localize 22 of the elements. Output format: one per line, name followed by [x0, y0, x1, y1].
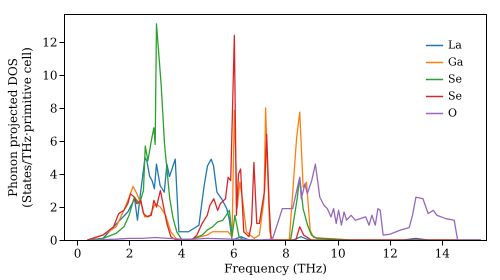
legend-label: La: [448, 38, 462, 52]
x-tick-label: 8: [282, 246, 290, 260]
x-tick-label: 0: [74, 246, 82, 260]
legend-label: Ga: [448, 56, 464, 68]
x-tick-label: 12: [382, 246, 398, 260]
x-tick-label: 2: [126, 246, 134, 260]
y-tick-label: 8: [50, 102, 58, 116]
y-tick-label: 10: [42, 68, 58, 83]
x-tick-label: 14: [434, 246, 450, 260]
y-tick-label: 6: [50, 134, 58, 149]
y-tick-label: 0: [50, 234, 58, 248]
x-tick-label: 10: [330, 246, 346, 260]
y-tick-label: 2: [50, 200, 58, 215]
y-tick-label: 4: [50, 168, 58, 182]
legend-label: Se: [448, 72, 462, 86]
y-tick-label: 12: [42, 36, 58, 50]
x-axis-title: Frequency (THz): [224, 262, 327, 276]
x-tick-label: 6: [230, 246, 238, 260]
legend-label: Se: [448, 90, 462, 102]
x-tick-label: 4: [178, 246, 186, 260]
legend-label: O: [448, 106, 458, 120]
y-axis-title: Phonon projected DOS (States/THz·primitive cell): [6, 47, 34, 208]
